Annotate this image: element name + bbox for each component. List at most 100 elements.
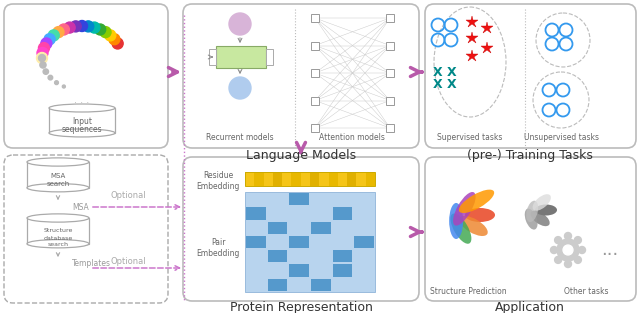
Ellipse shape (449, 203, 463, 239)
Ellipse shape (459, 216, 488, 236)
Text: MSA: MSA (72, 203, 89, 212)
FancyBboxPatch shape (310, 172, 319, 186)
FancyBboxPatch shape (246, 207, 266, 220)
Text: Templates: Templates (72, 259, 111, 269)
Circle shape (62, 85, 65, 88)
Text: Pair
Embedding: Pair Embedding (196, 238, 240, 259)
Text: X: X (447, 65, 457, 79)
Ellipse shape (451, 213, 472, 244)
Text: Recurrent models: Recurrent models (206, 134, 274, 142)
FancyBboxPatch shape (289, 193, 309, 205)
Text: Structure: Structure (44, 228, 73, 233)
FancyBboxPatch shape (254, 172, 264, 186)
Circle shape (83, 21, 93, 32)
Circle shape (36, 53, 47, 64)
Circle shape (564, 260, 572, 268)
Text: . . .: . . . (74, 95, 90, 105)
Bar (49, 108, 115, 133)
Circle shape (37, 48, 48, 59)
FancyBboxPatch shape (425, 157, 636, 301)
Text: search: search (47, 242, 68, 247)
FancyBboxPatch shape (273, 172, 282, 186)
Circle shape (563, 245, 573, 255)
Circle shape (229, 13, 251, 35)
FancyBboxPatch shape (289, 264, 309, 277)
Text: X: X (433, 79, 443, 91)
FancyBboxPatch shape (386, 14, 394, 22)
FancyBboxPatch shape (311, 279, 331, 291)
FancyBboxPatch shape (355, 236, 374, 248)
Circle shape (109, 34, 120, 45)
Ellipse shape (531, 211, 550, 226)
Circle shape (95, 24, 106, 35)
Text: Attention models: Attention models (319, 134, 385, 142)
Text: X: X (447, 79, 457, 91)
Circle shape (89, 22, 100, 33)
FancyBboxPatch shape (356, 172, 365, 186)
FancyBboxPatch shape (347, 172, 356, 186)
Text: Residue
Embedding: Residue Embedding (196, 171, 240, 192)
Ellipse shape (27, 184, 89, 192)
Circle shape (38, 43, 49, 54)
Ellipse shape (49, 129, 115, 137)
FancyBboxPatch shape (183, 4, 419, 148)
FancyBboxPatch shape (282, 172, 291, 186)
FancyBboxPatch shape (268, 250, 287, 262)
Ellipse shape (465, 208, 495, 222)
FancyBboxPatch shape (365, 172, 375, 186)
FancyBboxPatch shape (246, 236, 266, 248)
Ellipse shape (27, 240, 89, 248)
FancyBboxPatch shape (268, 279, 287, 291)
FancyBboxPatch shape (333, 264, 353, 277)
Text: database: database (44, 235, 72, 240)
Text: ...: ... (602, 241, 619, 259)
Circle shape (229, 77, 251, 99)
Text: Protein Representation: Protein Representation (230, 300, 372, 313)
Text: Optional: Optional (110, 258, 146, 266)
Circle shape (41, 38, 52, 49)
Circle shape (574, 237, 581, 244)
Text: X: X (433, 65, 443, 79)
Circle shape (40, 62, 46, 68)
FancyBboxPatch shape (311, 42, 319, 49)
Text: search: search (46, 181, 70, 187)
Circle shape (550, 247, 557, 254)
Circle shape (44, 34, 55, 45)
Text: Language Models: Language Models (246, 148, 356, 162)
Circle shape (77, 20, 88, 32)
FancyBboxPatch shape (386, 69, 394, 77)
Text: Supervised tasks: Supervised tasks (437, 132, 502, 141)
FancyBboxPatch shape (386, 124, 394, 132)
FancyBboxPatch shape (266, 49, 273, 65)
Text: Structure Prediction: Structure Prediction (429, 288, 506, 296)
FancyBboxPatch shape (333, 250, 353, 262)
Circle shape (105, 30, 116, 41)
Ellipse shape (532, 194, 551, 211)
FancyBboxPatch shape (264, 172, 273, 186)
Circle shape (64, 22, 75, 33)
Circle shape (100, 27, 111, 38)
Circle shape (38, 54, 45, 61)
FancyBboxPatch shape (328, 172, 338, 186)
Bar (27, 218, 89, 244)
FancyBboxPatch shape (183, 157, 419, 301)
FancyBboxPatch shape (386, 96, 394, 105)
Circle shape (70, 21, 81, 32)
Circle shape (53, 27, 64, 38)
Text: MSA: MSA (51, 173, 66, 179)
FancyBboxPatch shape (4, 155, 168, 303)
FancyBboxPatch shape (268, 222, 287, 234)
Ellipse shape (453, 192, 476, 226)
Text: Application: Application (495, 301, 565, 313)
FancyBboxPatch shape (425, 4, 636, 148)
Ellipse shape (459, 190, 494, 213)
FancyBboxPatch shape (245, 192, 375, 292)
Circle shape (555, 237, 562, 244)
Circle shape (58, 24, 69, 35)
Circle shape (112, 38, 123, 49)
FancyBboxPatch shape (338, 172, 347, 186)
Ellipse shape (27, 214, 89, 222)
Text: Input: Input (72, 117, 92, 126)
FancyBboxPatch shape (386, 42, 394, 49)
Circle shape (43, 69, 49, 74)
